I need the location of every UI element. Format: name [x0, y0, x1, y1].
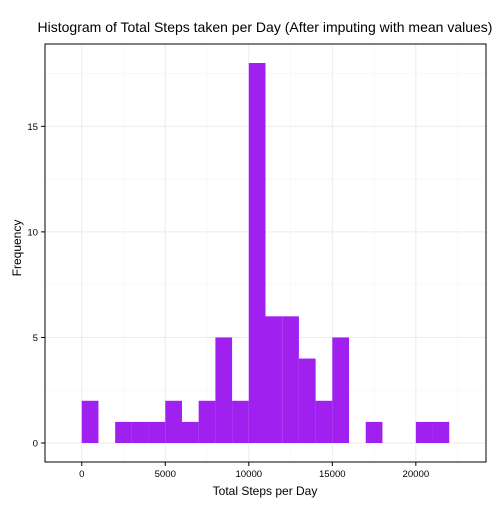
histogram-bar [365, 421, 383, 443]
histogram-bar [315, 400, 333, 443]
y-axis-label: Frequency [10, 220, 24, 277]
histogram-bar [148, 421, 166, 443]
histogram-bar [298, 358, 316, 443]
histogram-bar [265, 316, 283, 443]
histogram-bar [115, 421, 132, 443]
y-tick-label: 10 [27, 227, 38, 238]
histogram-bar [432, 421, 450, 443]
x-axis-label: Total Steps per Day [213, 484, 318, 498]
y-tick-label: 0 [33, 439, 38, 450]
plot-panel-border [44, 43, 487, 463]
histogram-bar [232, 400, 249, 443]
x-tick-label: 15000 [319, 469, 346, 480]
chart-title: Histogram of Total Steps taken per Day (… [38, 19, 493, 35]
axes: 0 5000 10000 15000 20000 0 5 10 15 [27, 122, 429, 480]
histogram-bar [131, 421, 149, 443]
histogram-bar [248, 63, 266, 443]
histogram-bar [198, 400, 216, 443]
histogram-bar [215, 337, 233, 443]
x-tick-label: 10000 [235, 469, 262, 480]
x-tick-label: 5000 [155, 469, 176, 480]
histogram-bar [282, 316, 299, 443]
histogram-bar [181, 421, 199, 443]
histogram-bar [81, 400, 99, 443]
histogram-bar [165, 400, 182, 443]
histogram-bar [332, 337, 350, 443]
x-tick-label: 20000 [402, 469, 429, 480]
x-tick-label: 0 [79, 469, 84, 480]
histogram-bars [81, 63, 450, 443]
y-tick-label: 5 [33, 333, 38, 344]
y-tick-label: 15 [27, 122, 38, 133]
histogram-bar [415, 421, 433, 443]
